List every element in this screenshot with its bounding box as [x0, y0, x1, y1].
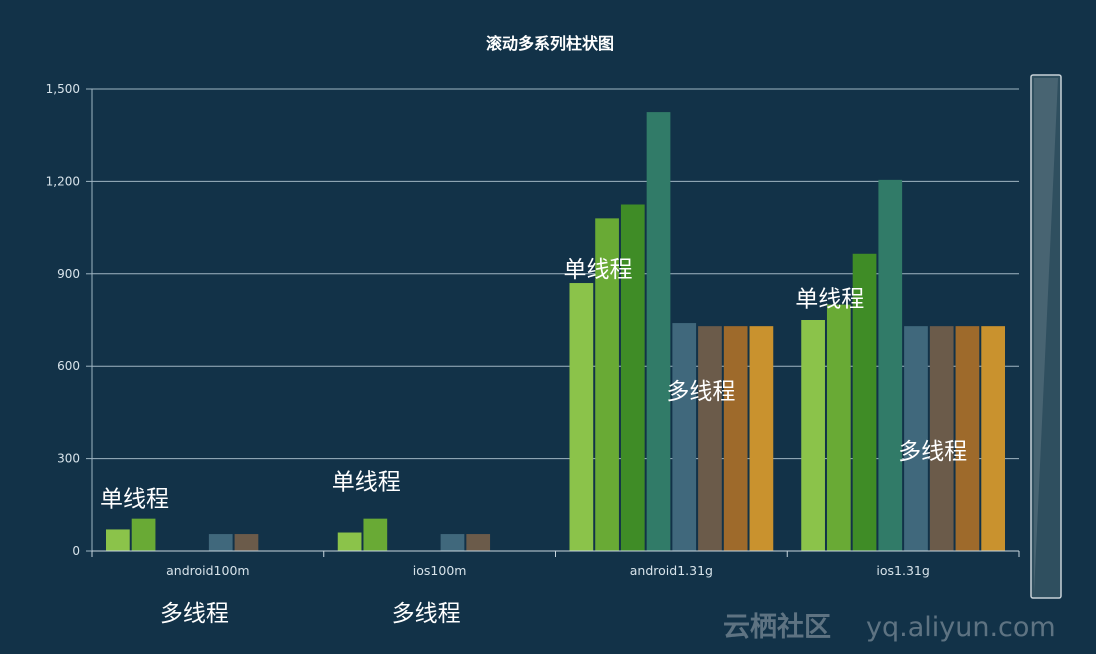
bar	[234, 534, 259, 551]
watermark-domain: yq.aliyun.com	[866, 612, 1056, 643]
bar	[904, 326, 928, 551]
bar-series	[106, 112, 1005, 552]
x-tick-label: android100m	[166, 563, 249, 578]
bar	[337, 532, 362, 551]
watermark: 云栖社区 yq.aliyun.com	[723, 611, 1056, 643]
y-tick-label: 1,500	[46, 82, 80, 96]
y-tick-label: 0	[72, 544, 80, 558]
x-axis: android100m ios100m android1.31g ios1.31g	[91, 550, 1020, 578]
bar	[440, 534, 465, 551]
bar	[698, 326, 722, 551]
y-tick-label: 300	[57, 452, 80, 466]
annotation-label: 单线程	[332, 470, 401, 496]
bar	[131, 518, 156, 551]
annotation-label: 单线程	[564, 257, 633, 283]
chart-title: 滚动多系列柱状图	[486, 34, 614, 53]
bar	[852, 253, 877, 551]
bar	[595, 218, 619, 552]
bar	[826, 304, 851, 551]
bar	[723, 326, 748, 551]
bar	[646, 112, 671, 551]
bar	[749, 326, 774, 551]
bar	[955, 326, 980, 551]
bar	[929, 326, 954, 551]
watermark-brand: 云栖社区	[723, 611, 831, 643]
bar	[878, 179, 903, 552]
bar	[208, 534, 233, 551]
scrollbar[interactable]	[1030, 74, 1062, 599]
annotation-label: 多线程	[160, 601, 229, 627]
y-tick-label: 1,200	[46, 174, 80, 188]
x-tick-label: ios100m	[413, 563, 467, 578]
y-tick-label: 900	[57, 267, 80, 281]
bar	[466, 534, 491, 551]
x-tick-label: android1.31g	[630, 563, 713, 578]
scrollbar-thumb[interactable]	[1034, 78, 1058, 594]
bar	[672, 323, 697, 551]
bar	[801, 320, 825, 551]
annotation-label: 多线程	[392, 601, 461, 627]
bar	[569, 283, 594, 551]
annotation-label: 单线程	[100, 487, 169, 513]
bar	[363, 518, 388, 551]
y-axis: 0 300 600 900 1,200 1,500	[46, 82, 93, 558]
annotation-label: 多线程	[666, 379, 735, 405]
bar	[106, 529, 130, 551]
annotation-label: 多线程	[898, 439, 967, 465]
y-tick-label: 600	[57, 359, 80, 373]
annotation-label: 单线程	[795, 286, 864, 312]
x-tick-label: ios1.31g	[876, 563, 929, 578]
bar	[620, 204, 645, 551]
bar	[981, 326, 1005, 551]
